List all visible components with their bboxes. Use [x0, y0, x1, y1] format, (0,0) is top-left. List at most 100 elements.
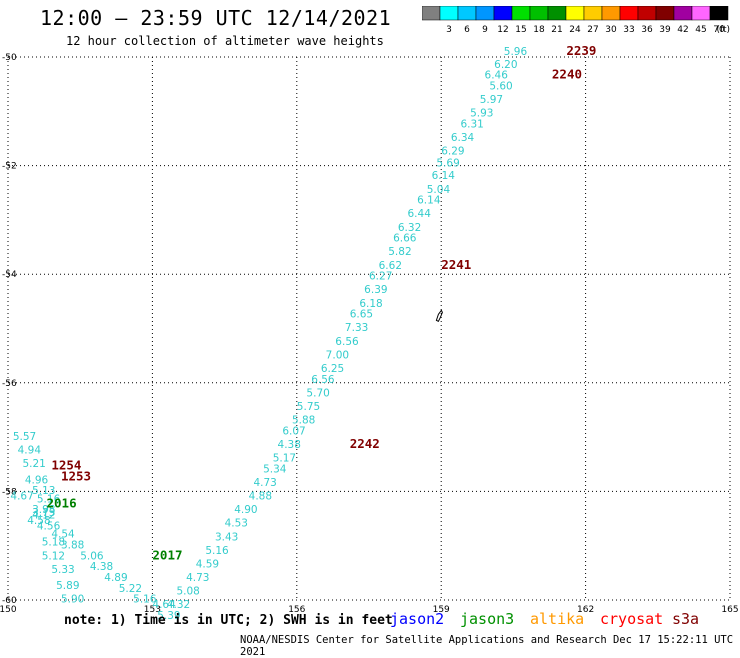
swh-label: 4.67: [10, 491, 33, 503]
swh-label: 6.39: [364, 284, 387, 296]
swh-label: 4.56: [37, 520, 61, 532]
swh-label: 5.97: [480, 94, 503, 106]
island-outline: [435, 309, 443, 323]
swh-label: 5.75: [297, 401, 320, 413]
swh-label: 6.20: [494, 59, 517, 71]
lat-tick-label: -60: [2, 596, 17, 606]
legend-label: 27: [587, 25, 598, 35]
legend-label: 18: [533, 25, 545, 35]
lon-tick-label: 162: [577, 605, 594, 615]
swh-label: 3.43: [215, 531, 238, 543]
swh-label: 4.73: [253, 477, 276, 489]
swh-label: 4.94: [18, 444, 42, 456]
lon-tick-label: 153: [144, 605, 161, 615]
legend-label: 45: [695, 25, 706, 35]
time-label: 2016: [47, 496, 77, 511]
swh-label: 4.58: [27, 515, 50, 527]
swh-label: 5.17: [273, 453, 296, 465]
lat-tick-label: -52: [2, 162, 17, 172]
lon-tick-label: 150: [0, 605, 17, 615]
satellite-jason2: jason2: [390, 610, 445, 628]
swh-label: 5.60: [489, 81, 512, 93]
swh-label: 4.59: [196, 558, 219, 570]
wave-height-legend: 3 6 9 12 15 18 21 24 27 30 33 36 39 42 45 70(ft): [422, 6, 730, 35]
swh-label: 4.89: [104, 572, 127, 584]
swh-label: 6.44: [408, 208, 432, 220]
time-label: 2239: [566, 43, 596, 58]
legend-label: 36: [641, 25, 653, 35]
swh-label: 5.04: [427, 184, 451, 196]
swh-label: 5.34: [263, 463, 287, 475]
swh-label: 4.38: [90, 561, 113, 573]
legend-label: 24: [569, 25, 581, 35]
swh-label: 5.08: [176, 586, 199, 598]
swh-label: 4.54: [51, 529, 75, 541]
swh-label: 5.70: [306, 387, 329, 399]
swh-label: 6.14: [432, 170, 456, 182]
legend-label: 9: [482, 25, 488, 35]
swh-label: 5.18: [42, 537, 65, 549]
time-label: 2242: [350, 436, 380, 451]
swh-label: 5.06: [80, 550, 104, 562]
legend-label: 21: [551, 25, 562, 35]
swh-label: 5.57: [13, 431, 36, 443]
legend-unit: (ft): [716, 25, 730, 35]
lon-tick-label: 156: [288, 605, 305, 615]
swh-label: 3.98: [32, 504, 55, 516]
lat-tick-label: -58: [2, 487, 17, 497]
swh-label: 4.73: [186, 572, 209, 584]
legend-label: 15: [515, 25, 526, 35]
swh-label: 5.16: [205, 545, 229, 557]
swh-label: 4.38: [278, 439, 301, 451]
time-label: 2017: [152, 547, 182, 562]
swh-label: 5.39: [157, 610, 180, 622]
units-note: note: 1) Time is in UTC; 2) SWH is in fe…: [64, 613, 393, 628]
swh-label: 6.62: [379, 260, 402, 272]
legend-label: 30: [605, 25, 617, 35]
swh-label: 6.56: [335, 336, 359, 348]
swh-label: 6.14: [417, 195, 441, 207]
swh-label: 4.64: [152, 599, 176, 611]
swh-label: 5.16: [133, 594, 157, 606]
lat-tick-label: -50: [2, 53, 17, 63]
swh-label: 5.96: [504, 46, 528, 58]
swh-label: 5.89: [56, 580, 79, 592]
swh-label: 6.27: [369, 271, 392, 283]
swh-label: 6.34: [451, 132, 475, 144]
swh-label: 5.12: [42, 550, 65, 562]
legend-label: 12: [497, 25, 508, 35]
legend-label: 42: [677, 25, 688, 35]
swh-label: 7.00: [326, 349, 349, 361]
swh-label: 6.65: [350, 309, 373, 321]
time-label: 2240: [552, 67, 582, 82]
page-subtitle: 12 hour collection of altimeter wave hei…: [66, 34, 384, 48]
swh-label: 5.88: [292, 415, 315, 427]
swh-label: 5.82: [388, 246, 411, 258]
swh-label: 4.53: [225, 518, 248, 530]
swh-label: 6.29: [441, 146, 464, 158]
satellite-s3a: s3a: [672, 610, 700, 628]
swh-label: 6.66: [393, 233, 417, 245]
swh-label: 6.25: [321, 363, 344, 375]
swh-label: 6.18: [359, 298, 382, 310]
swh-label: 6.31: [460, 119, 483, 131]
swh-label: 6.46: [485, 70, 509, 82]
page-title: 12:00 – 23:59 UTC 12/14/2021: [40, 6, 392, 30]
time-label: 2241: [441, 257, 471, 272]
swh-label: 5.21: [22, 458, 45, 470]
footer-credit: NOAA/NESDIS Center for Satellite Applica…: [240, 634, 734, 658]
swh-label: 3.73: [32, 507, 55, 519]
swh-label: 7.33: [345, 322, 368, 334]
swh-label: 5.90: [61, 594, 84, 606]
swh-label: 5.22: [119, 583, 142, 595]
swh-label: 5.13: [32, 485, 55, 497]
legend-label: 6: [464, 25, 470, 35]
swh-label: 6.32: [398, 222, 421, 234]
satellite-altika: altika: [530, 610, 585, 628]
legend-label: 39: [659, 25, 671, 35]
swh-label: 5.93: [470, 108, 493, 120]
time-label: 1254: [51, 458, 81, 473]
legend-label: 70: [713, 25, 725, 35]
swh-label: 6.07: [282, 425, 305, 437]
